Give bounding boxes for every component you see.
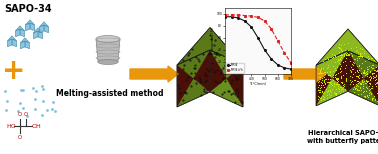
MP34-h% [269, 28, 273, 30]
MP34-h% [236, 14, 240, 16]
Text: Melting-assisted method: Melting-assisted method [56, 89, 164, 99]
MP34 [229, 16, 234, 18]
MP34 [236, 17, 240, 19]
Text: +: + [2, 57, 26, 85]
MP34-h% [256, 16, 260, 18]
Polygon shape [8, 36, 17, 41]
Polygon shape [194, 50, 210, 92]
Text: SAPO-34: SAPO-34 [4, 4, 52, 14]
MP34 [249, 26, 254, 28]
Ellipse shape [98, 59, 118, 65]
MP34 [282, 67, 287, 69]
Polygon shape [226, 65, 243, 107]
MP34-h% [289, 62, 293, 64]
Line: MP34: MP34 [224, 16, 292, 70]
Polygon shape [332, 51, 348, 91]
Polygon shape [39, 25, 44, 33]
Polygon shape [348, 51, 364, 91]
FancyArrow shape [284, 66, 326, 82]
MP34 [223, 16, 227, 18]
Polygon shape [348, 51, 378, 106]
Legend: MP34, MP34-h%: MP34, MP34-h% [226, 63, 245, 73]
Polygon shape [316, 29, 378, 65]
Polygon shape [20, 41, 25, 49]
Polygon shape [364, 65, 378, 106]
MP34 [276, 64, 280, 66]
Polygon shape [316, 51, 348, 106]
Text: O: O [18, 135, 22, 140]
MP34 [256, 37, 260, 39]
Polygon shape [96, 39, 120, 62]
Polygon shape [210, 50, 243, 107]
Ellipse shape [96, 36, 120, 43]
FancyArrow shape [130, 66, 178, 82]
Polygon shape [15, 29, 20, 37]
MP34-h% [229, 14, 234, 16]
Polygon shape [38, 31, 42, 39]
Polygon shape [25, 41, 29, 49]
Polygon shape [25, 23, 30, 31]
MP34-h% [276, 40, 280, 42]
MP34-h% [262, 20, 267, 22]
Polygon shape [8, 39, 12, 47]
Polygon shape [12, 39, 17, 47]
MP34 [243, 20, 247, 22]
Polygon shape [44, 25, 48, 33]
Polygon shape [177, 65, 194, 107]
Polygon shape [25, 20, 34, 25]
Polygon shape [34, 28, 42, 33]
Polygon shape [177, 28, 243, 65]
MP34 [269, 58, 273, 60]
Polygon shape [34, 31, 38, 39]
Polygon shape [20, 29, 25, 37]
MP34 [262, 49, 267, 51]
Polygon shape [177, 50, 210, 107]
Text: O: O [18, 112, 22, 117]
Polygon shape [30, 23, 34, 31]
Text: OH: OH [32, 124, 42, 128]
Polygon shape [15, 26, 25, 31]
Y-axis label: Conversion (%): Conversion (%) [211, 27, 215, 55]
Polygon shape [39, 22, 48, 27]
MP34 [289, 68, 293, 70]
Polygon shape [316, 65, 332, 106]
Text: Hierarchical SAPO-34
with butterfly pattern: Hierarchical SAPO-34 with butterfly patt… [307, 130, 378, 144]
Line: MP34-h%: MP34-h% [224, 14, 292, 64]
Polygon shape [20, 38, 29, 43]
Polygon shape [210, 50, 226, 92]
MP34-h% [223, 14, 227, 16]
MP34-h% [243, 15, 247, 16]
Text: HO: HO [6, 124, 16, 128]
MP34-h% [282, 52, 287, 54]
MP34-h% [249, 15, 254, 17]
X-axis label: T(°C/min): T(°C/min) [249, 82, 266, 86]
Text: O: O [24, 112, 28, 117]
